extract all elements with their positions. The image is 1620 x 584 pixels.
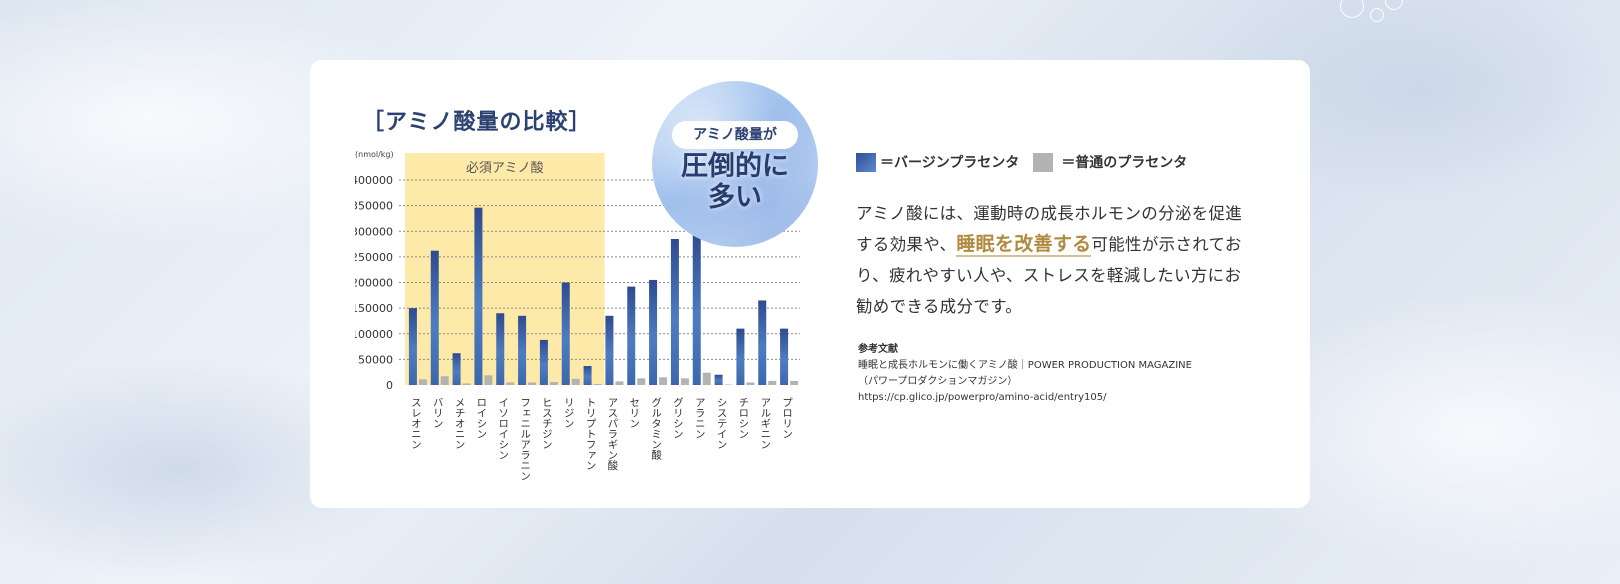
legend: ＝バージンプラセンタ ＝普通のプラセンタ xyxy=(856,152,1187,172)
references: 参考文献 睡眠と成長ホルモンに働くアミノ酸｜POWER PRODUCTION M… xyxy=(858,342,1192,406)
reference-url: https://cp.glico.jp/powerpro/amino-acid/… xyxy=(858,392,1107,403)
essential-amino-label: 必須アミノ酸 xyxy=(466,161,544,176)
bar-virgin xyxy=(583,366,592,385)
bubble-decoration xyxy=(1385,0,1403,10)
description-highlight: 睡眠を改善する xyxy=(956,233,1092,257)
bar-virgin xyxy=(561,282,570,385)
highlight-badge: アミノ酸量が 圧倒的に 多い xyxy=(652,81,818,247)
bar-normal xyxy=(659,377,668,385)
y-tick-label: 100000 xyxy=(355,328,393,341)
category-label: アラニン xyxy=(694,397,706,439)
legend-swatch-virgin xyxy=(856,152,876,172)
y-tick-label: 150000 xyxy=(355,302,393,315)
legend-label-virgin: ＝バージンプラセンタ xyxy=(880,155,1020,171)
bar-normal xyxy=(768,380,777,385)
category-label: メチオニン xyxy=(454,397,466,450)
bar-normal xyxy=(549,381,558,385)
bar-normal xyxy=(615,381,624,385)
category-label: フェニルアラニン xyxy=(519,397,531,481)
bar-virgin xyxy=(758,300,767,385)
y-tick-label: 50000 xyxy=(358,353,393,366)
bar-normal xyxy=(702,372,711,385)
bar-normal xyxy=(418,379,427,385)
bar-normal xyxy=(462,383,471,385)
category-label: システイン xyxy=(716,397,728,450)
bar-normal xyxy=(440,376,449,385)
badge-main-text: 圧倒的に 多い xyxy=(681,151,789,213)
category-label: イソロイシン xyxy=(497,397,509,460)
category-label: ヒスチジン xyxy=(541,397,553,450)
y-unit-label: (nmol/kg) xyxy=(355,150,394,159)
bar-virgin xyxy=(714,374,723,385)
reference-line: 睡眠と成長ホルモンに働くアミノ酸｜POWER PRODUCTION MAGAZI… xyxy=(858,360,1192,371)
bubble-decoration xyxy=(1340,0,1364,18)
badge-pill-text: アミノ酸量が xyxy=(672,121,798,149)
y-tick-label: 350000 xyxy=(355,200,393,213)
category-label: プロリン xyxy=(781,397,793,439)
legend-swatch-normal xyxy=(1033,152,1054,172)
category-label: トリプトファン xyxy=(585,397,597,471)
category-label: セリン xyxy=(628,397,640,429)
chart-title: ［アミノ酸量の比較］ xyxy=(362,110,592,135)
bar-virgin xyxy=(539,339,548,385)
description-text-1: アミノ酸には、運動時の成長ホルモンの分泌を促進する効果や、 xyxy=(856,204,1243,254)
category-label: スレオニン xyxy=(410,397,422,450)
category-label: グリシン xyxy=(672,397,684,439)
bar-virgin xyxy=(430,250,439,385)
category-label: アルギニン xyxy=(759,397,771,450)
category-label: グルタミン酸 xyxy=(650,397,662,461)
bar-virgin xyxy=(736,328,745,385)
bar-normal xyxy=(790,380,799,385)
bar-normal xyxy=(484,375,493,385)
bar-virgin xyxy=(605,315,614,385)
bar-normal xyxy=(680,378,689,385)
y-tick-label: 300000 xyxy=(355,225,393,238)
category-label: リジン xyxy=(563,397,575,429)
bar-virgin xyxy=(474,207,483,385)
references-title: 参考文献 xyxy=(858,344,898,355)
description: アミノ酸には、運動時の成長ホルモンの分泌を促進する効果や、睡眠を改善する可能性が… xyxy=(856,198,1246,322)
y-tick-label: 250000 xyxy=(355,251,393,264)
category-label: チロシン xyxy=(737,397,749,439)
bar-normal xyxy=(724,384,733,385)
bar-normal xyxy=(593,383,602,385)
bar-virgin xyxy=(518,315,527,385)
bar-virgin xyxy=(670,238,679,385)
bar-normal xyxy=(528,382,537,385)
category-label: ロイシン xyxy=(475,397,487,439)
category-label: アスパラギン酸 xyxy=(606,397,618,471)
y-tick-label: 200000 xyxy=(355,277,393,290)
bar-normal xyxy=(571,378,580,385)
bar-virgin xyxy=(649,279,658,385)
bar-normal xyxy=(746,382,755,385)
bar-virgin xyxy=(692,233,701,385)
bar-normal xyxy=(637,378,646,385)
bar-virgin xyxy=(408,308,417,385)
description-text-2: 可能性が示されており、疲れやすい人や、ストレスを軽減したい方にお勧めできる成分で… xyxy=(856,235,1242,316)
bar-virgin xyxy=(452,353,461,385)
legend-label-normal: ＝普通のプラセンタ xyxy=(1061,155,1188,171)
bubble-decoration xyxy=(1370,8,1384,22)
bar-virgin xyxy=(627,286,636,385)
amino-acid-bar-chart: 必須アミノ酸 (nmol/kg) 0 50000 100000 150000 200000 2… xyxy=(355,150,800,481)
y-tick-label: 400000 xyxy=(355,174,393,187)
bar-virgin xyxy=(496,313,505,385)
y-tick-label: 0 xyxy=(386,379,393,392)
category-label: バリン xyxy=(432,397,444,429)
reference-line: （パワープロダクションマガジン） xyxy=(858,376,1018,387)
bar-normal xyxy=(506,382,515,385)
bar-virgin xyxy=(780,328,789,385)
